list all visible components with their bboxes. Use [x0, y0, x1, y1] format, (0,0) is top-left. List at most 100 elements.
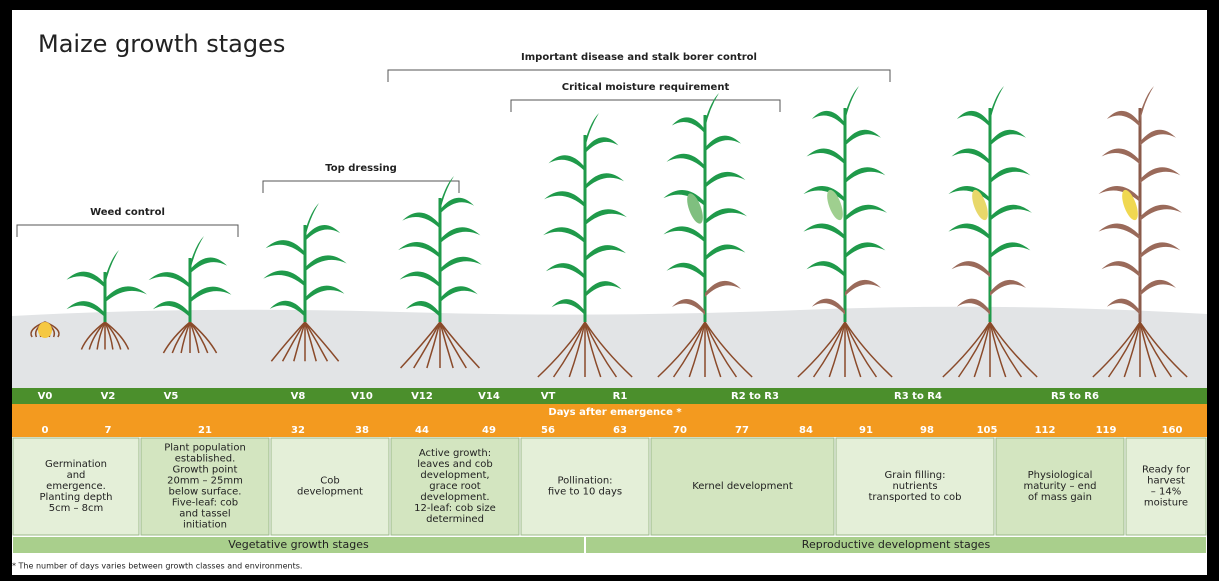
description-text: grace root: [429, 481, 481, 492]
leaf: [398, 241, 440, 259]
description-text: development,: [420, 470, 489, 481]
description-text: 5cm – 8cm: [49, 503, 104, 514]
root: [844, 321, 878, 378]
leaf: [845, 167, 886, 184]
stage-band: [12, 388, 1207, 404]
plant: [1092, 86, 1188, 378]
bracket-label: Top dressing: [325, 163, 396, 174]
leaf: [585, 137, 619, 154]
day-label: 70: [673, 425, 687, 436]
plant: [263, 203, 347, 362]
leaf: [845, 279, 881, 296]
description-text: Growth point: [173, 465, 238, 476]
root: [828, 321, 846, 378]
description-text: maturity – end: [1023, 481, 1096, 492]
description-text: below surface.: [169, 487, 242, 498]
description-text: initiation: [183, 520, 227, 531]
description-text: Pollination:: [557, 476, 612, 487]
description-text: development.: [420, 492, 489, 503]
leaf: [811, 110, 845, 128]
leaf: [152, 301, 190, 318]
leaf: [440, 286, 478, 303]
root: [657, 321, 706, 378]
description-cell: [835, 437, 995, 536]
description-text: 20mm – 25mm: [167, 476, 243, 487]
bracket: [387, 69, 891, 82]
plant: [797, 86, 893, 378]
soil-edge: [12, 300, 1207, 316]
description-text: Plant population: [164, 443, 246, 454]
description-text: Ready for: [1142, 465, 1191, 476]
root: [293, 321, 306, 362]
leaf: [990, 204, 1032, 221]
leaf: [990, 167, 1031, 184]
bracket-label: Weed control: [90, 207, 165, 218]
description-text: and tassel: [179, 509, 230, 520]
plant: [148, 236, 232, 354]
description-cell: [995, 437, 1125, 536]
description-cell: [270, 437, 390, 536]
day-label: 32: [291, 425, 305, 436]
description-cell: [650, 437, 835, 536]
root: [704, 321, 722, 378]
root: [413, 321, 441, 369]
leaf: [845, 204, 887, 221]
day-label: 84: [799, 425, 813, 436]
title: Maize growth stages: [38, 30, 285, 58]
root: [88, 321, 106, 350]
cob: [687, 193, 703, 224]
plant: [942, 86, 1038, 378]
description-text: established.: [175, 454, 236, 465]
leaf: [671, 117, 705, 134]
root: [844, 321, 893, 378]
root: [989, 321, 1023, 378]
day-label: 119: [1096, 425, 1117, 436]
phase-band: [13, 537, 584, 553]
leaf: [990, 279, 1026, 296]
leaf: [990, 129, 1026, 146]
root: [171, 321, 191, 354]
stage-label: R3 to R4: [894, 391, 942, 402]
root: [162, 321, 191, 354]
root: [942, 321, 991, 378]
leaf: [705, 208, 747, 225]
day-label: 160: [1162, 425, 1183, 436]
leaf: [956, 298, 990, 315]
root: [104, 321, 114, 350]
description-text: harvest: [1147, 476, 1185, 487]
day-label: 44: [415, 425, 429, 436]
leaf: [663, 190, 705, 207]
leaf: [1106, 110, 1140, 128]
root: [584, 321, 633, 378]
day-label: 77: [735, 425, 749, 436]
leaf: [951, 148, 990, 165]
leaf: [585, 173, 625, 190]
stage-label: VT: [541, 391, 556, 402]
root: [1107, 321, 1141, 378]
description-text: Planting depth: [40, 492, 113, 503]
stage-label: V5: [164, 391, 179, 402]
root: [104, 321, 130, 350]
leaf: [305, 225, 341, 242]
description-cell: [12, 437, 140, 536]
leaf: [1140, 129, 1176, 146]
leaf: [585, 281, 622, 298]
leaf: [66, 271, 105, 288]
leaf: [305, 255, 347, 272]
stage-label: V12: [411, 391, 433, 402]
description-text: emergence.: [46, 481, 106, 492]
stage-label: R2 to R3: [731, 391, 779, 402]
leaf: [1140, 167, 1181, 184]
root: [812, 321, 846, 378]
root: [672, 321, 706, 378]
root: [180, 321, 191, 354]
leaf: [190, 257, 228, 274]
description-text: Cob: [320, 476, 339, 487]
root: [1123, 321, 1141, 378]
stage-label: R1: [613, 391, 628, 402]
plant: [66, 250, 147, 350]
leaf: [1140, 242, 1181, 259]
description-cell: [1125, 437, 1207, 536]
root: [704, 321, 753, 378]
